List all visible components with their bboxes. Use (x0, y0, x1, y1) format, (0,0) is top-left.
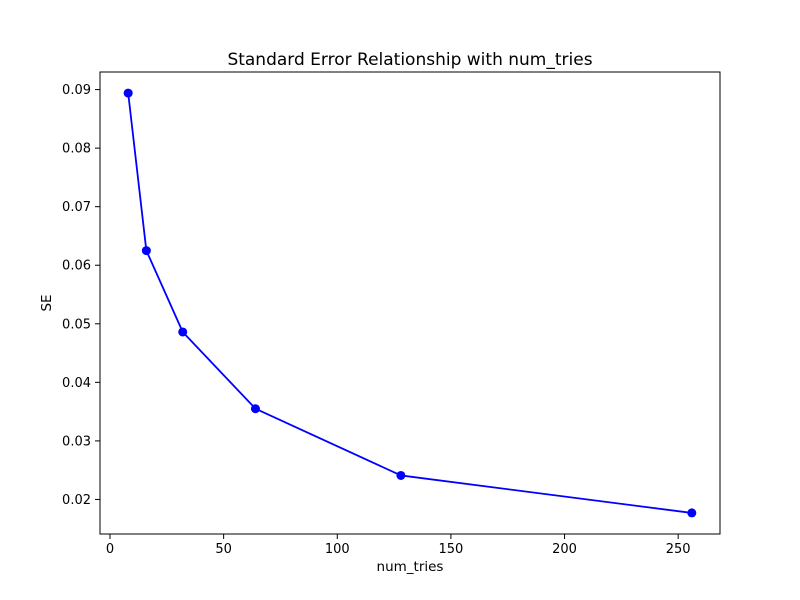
data-point (141, 246, 151, 256)
y-tick-label: 0.09 (62, 83, 91, 98)
x-tick-label: 200 (552, 542, 577, 557)
y-tick-label: 0.06 (62, 259, 91, 274)
data-point (396, 470, 406, 480)
x-tick-label: 100 (325, 542, 350, 557)
y-tick-label: 0.08 (62, 142, 91, 157)
axes-spines (99, 71, 721, 535)
x-axis-label: num_tries (376, 559, 444, 575)
data-point (687, 508, 697, 518)
data-point (123, 88, 133, 98)
x-tick-label: 150 (438, 542, 463, 557)
x-tick-label: 0 (106, 542, 114, 557)
series-line (127, 92, 692, 514)
y-tick-label: 0.04 (62, 376, 91, 391)
y-tick-label: 0.03 (62, 434, 91, 449)
y-tick-label: 0.07 (62, 200, 91, 215)
data-point (250, 404, 260, 414)
data-point (178, 327, 188, 337)
x-tick-label: 250 (666, 542, 691, 557)
x-tick-label: 50 (215, 542, 232, 557)
y-tick-label: 0.05 (62, 317, 91, 332)
chart-title: Standard Error Relationship with num_tri… (227, 50, 593, 70)
y-tick-label: 0.02 (62, 493, 91, 508)
